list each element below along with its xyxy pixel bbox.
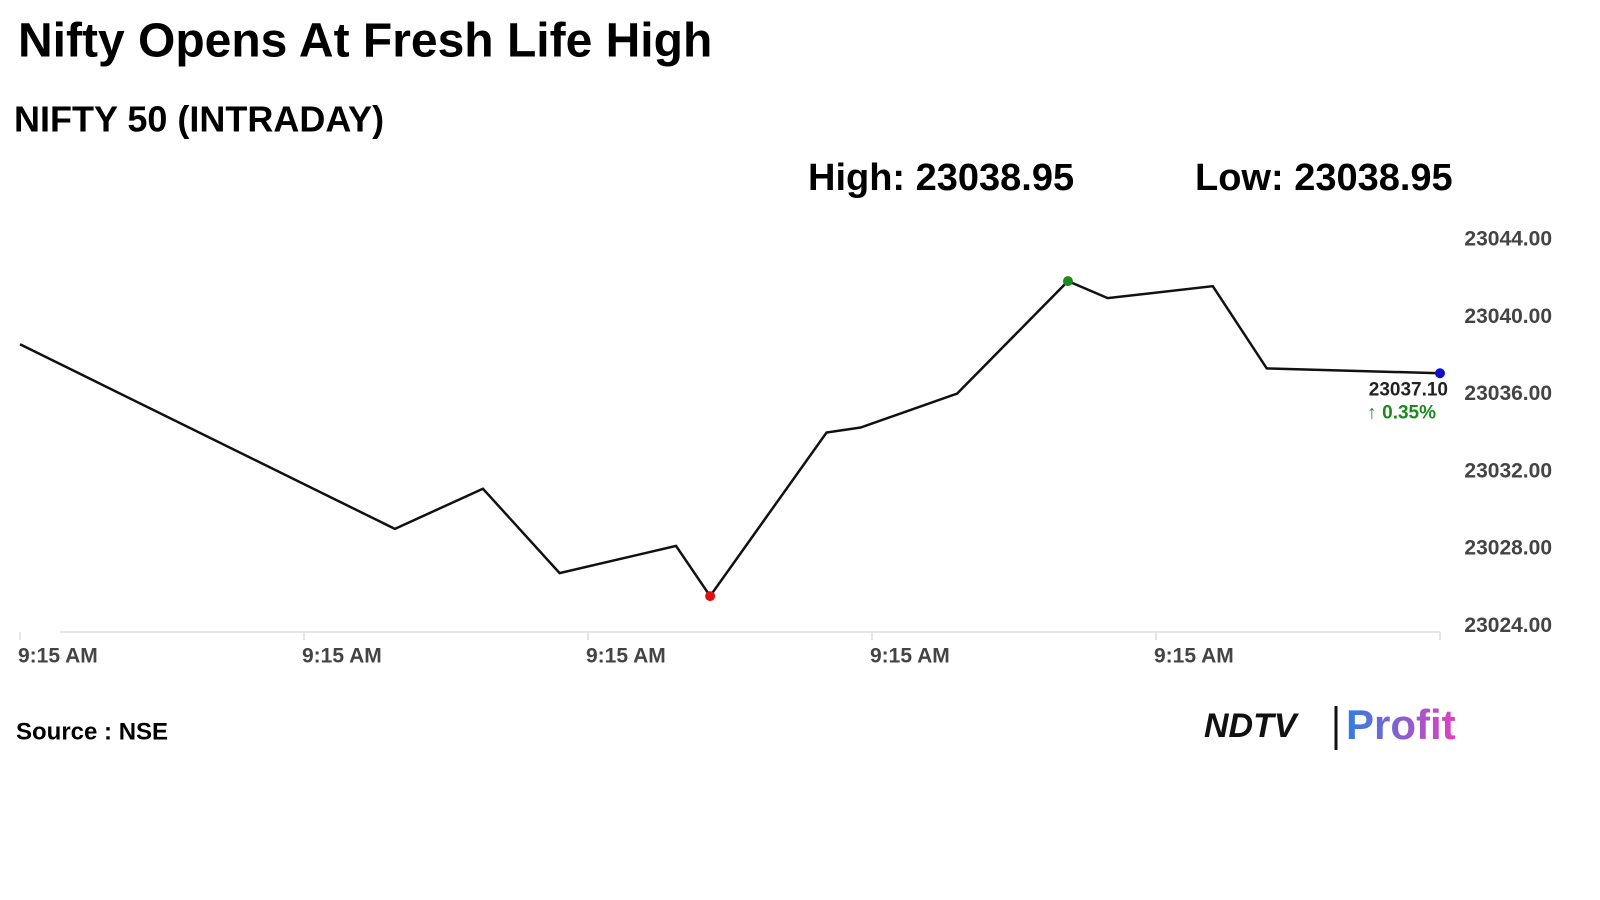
y-tick-label: 23024.00 — [1464, 614, 1552, 637]
y-tick-label: 23028.00 — [1464, 537, 1552, 560]
high-marker — [1062, 276, 1073, 287]
y-tick-label: 23032.00 — [1464, 459, 1552, 482]
line — [19, 279, 1441, 599]
low-label: Low: 23038.95 — [1195, 157, 1453, 199]
y-tick-label: 23036.00 — [1464, 382, 1552, 405]
y-tick-label: 23044.00 — [1464, 228, 1552, 251]
logo-profit: Profit — [1346, 701, 1456, 748]
x-tick-label: 9:15 AM — [1154, 645, 1234, 668]
low-marker — [705, 591, 716, 602]
logo-ndtv: NDTV — [1204, 707, 1300, 745]
source: Source : NSE — [16, 718, 168, 745]
chart-subtitle: NIFTY 50 (INTRADAY) — [14, 99, 384, 140]
x-tick-label: 9:15 AM — [302, 645, 382, 668]
chart-title: Nifty Opens At Fresh Life High — [18, 15, 712, 68]
y-tick-label: 23040.00 — [1464, 305, 1552, 328]
last-marker — [1435, 368, 1445, 379]
x-tick-label: 9:15 AM — [18, 645, 98, 668]
value-label: 23037.10 — [1369, 379, 1448, 400]
x-tick-label: 9:15 AM — [870, 645, 950, 668]
x-tick-label: 9:15 AM — [586, 645, 666, 668]
change-arrow: ↑ — [1367, 402, 1377, 423]
change-label: 0.35% — [1382, 402, 1436, 423]
high-label: High: 23038.95 — [808, 157, 1074, 199]
